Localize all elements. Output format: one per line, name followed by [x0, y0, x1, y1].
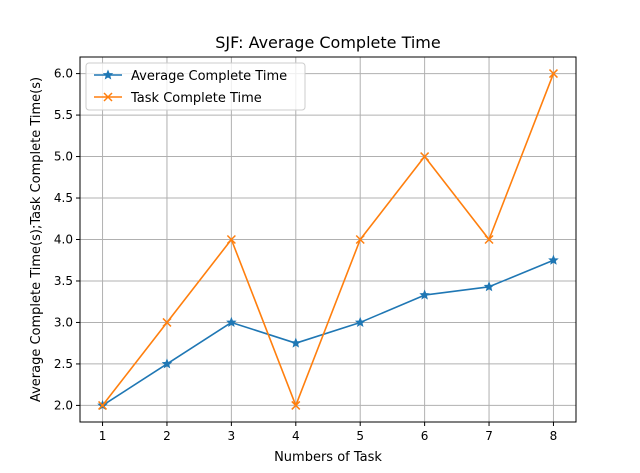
y-tick-label: 4.0: [54, 233, 73, 247]
y-tick-label: 2.5: [54, 357, 73, 371]
x-tick-label: 8: [550, 429, 558, 443]
legend-item: Average Complete Time: [94, 69, 287, 84]
series-task-complete-time: [98, 69, 558, 410]
y-tick-label: 3.0: [54, 315, 73, 329]
legend-item: Task Complete Time: [94, 91, 262, 106]
data-point-marker: [291, 400, 301, 410]
y-tick-label: 5.5: [54, 108, 73, 122]
series-line: [101, 73, 555, 407]
x-tick-label: 3: [228, 429, 236, 443]
x-tick-label: 2: [163, 429, 171, 443]
y-tick-label: 4.5: [54, 191, 73, 205]
legend-marker: [102, 69, 114, 80]
x-tick-label: 1: [99, 429, 107, 443]
x-tick-label: 5: [356, 429, 364, 443]
data-point-marker: [484, 234, 494, 245]
legend-box: [85, 62, 306, 111]
x-axis-label: Numbers of Task: [274, 450, 382, 465]
y-tick-label: 5.0: [54, 150, 73, 164]
ticks: 1 2 3 4 5 6 7 8 2.0 2.5 3.0 3.5 4.0 4.5 5.0 5.5 6.0: [54, 67, 557, 443]
data-point-marker: [548, 69, 558, 79]
legend: Average Complete Time Task Complete Time: [85, 62, 306, 111]
series-layer: [97, 69, 559, 410]
y-tick-label: 3.5: [54, 274, 73, 288]
y-tick-label: 6.0: [54, 67, 73, 81]
y-tick-label: 2.0: [54, 398, 73, 412]
data-point-marker: [548, 254, 559, 265]
data-point-marker: [162, 317, 172, 327]
data-point-marker: [355, 234, 365, 245]
data-point-marker: [226, 316, 237, 327]
legend-label: Average Complete Time: [131, 69, 287, 84]
data-point-marker: [483, 281, 495, 292]
data-point-marker: [354, 316, 366, 327]
data-point-marker: [98, 400, 108, 410]
x-tick-label: 4: [292, 429, 300, 443]
data-point-marker: [420, 152, 430, 162]
y-axis-label: Average Complete Time(s);Task Complete T…: [29, 77, 44, 402]
legend-marker: [103, 92, 113, 102]
chart-title: SJF: Average Complete Time: [215, 33, 440, 52]
data-point-marker: [161, 358, 173, 369]
data-point-marker: [226, 234, 236, 245]
legend-label: Task Complete Time: [130, 91, 262, 106]
x-tick-label: 6: [421, 429, 429, 443]
data-point-marker: [419, 289, 430, 300]
x-tick-label: 7: [485, 429, 493, 443]
series-line: [102, 259, 554, 407]
data-point-marker: [290, 337, 302, 348]
